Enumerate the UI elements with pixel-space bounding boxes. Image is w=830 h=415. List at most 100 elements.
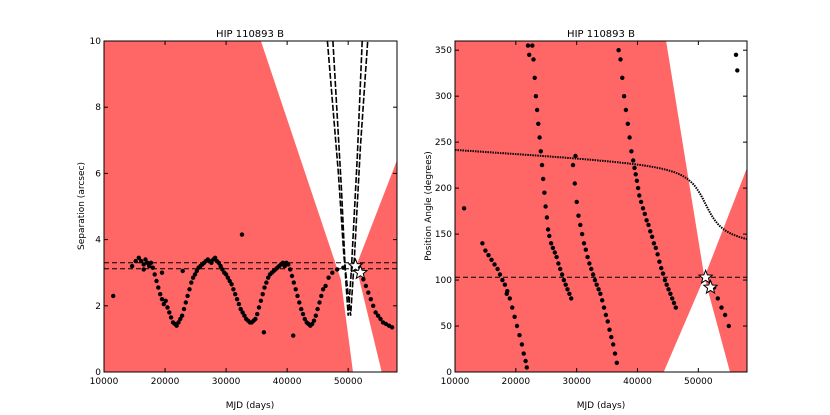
separation-data-point xyxy=(311,318,317,323)
separation-data-point xyxy=(313,313,318,318)
separation-data-point xyxy=(212,255,218,260)
position-angle-data-point xyxy=(573,153,578,159)
separation-data-point xyxy=(315,306,320,312)
separation-data-point xyxy=(143,257,148,262)
position-angle-data-point xyxy=(569,296,574,301)
separation-y-tick-label: 6 xyxy=(95,169,101,179)
separation-data-point xyxy=(253,316,258,322)
separation-data-point xyxy=(297,300,302,305)
position-angle-data-point xyxy=(596,287,601,292)
position-angle-data-point xyxy=(500,277,505,283)
position-angle-data-point xyxy=(510,305,515,310)
position-angle-data-point xyxy=(653,245,658,251)
separation-y-axis-label: Separation (arcsec) xyxy=(77,162,87,250)
position-angle-data-point xyxy=(616,48,621,53)
separation-data-point xyxy=(180,268,185,274)
position-angle-data-point xyxy=(556,261,561,266)
separation-data-point xyxy=(187,287,192,292)
separation-data-point xyxy=(141,262,146,267)
separation-data-point xyxy=(190,275,196,280)
separation-data-point xyxy=(216,260,221,265)
position-angle-data-point xyxy=(618,57,623,62)
separation-data-point xyxy=(323,283,328,289)
position-angle-data-point xyxy=(733,52,739,57)
separation-data-point xyxy=(378,316,383,322)
separation-x-tick-label: 40000 xyxy=(273,377,302,387)
separation-shade-right-wedge xyxy=(356,160,397,372)
position-angle-epoch-star-1 xyxy=(702,279,719,295)
position-angle-data-point xyxy=(572,181,577,186)
separation-data-point xyxy=(231,287,236,292)
position-angle-x-axis-label: MJD (days) xyxy=(577,401,625,411)
separation-data-point xyxy=(218,263,223,269)
separation-data-point xyxy=(225,275,231,280)
separation-data-point xyxy=(147,263,152,269)
position-angle-plot-area xyxy=(455,41,747,372)
separation-data-point xyxy=(133,258,138,264)
separation-data-point xyxy=(181,306,187,312)
separation-data-point xyxy=(220,267,225,272)
separation-data-point xyxy=(183,300,188,305)
separation-x-tick-label: 50000 xyxy=(334,377,363,387)
separation-data-point xyxy=(240,310,245,315)
position-angle-data-point xyxy=(537,135,542,140)
position-angle-data-point xyxy=(638,199,644,205)
position-angle-data-point xyxy=(664,282,669,287)
separation-data-point xyxy=(234,297,240,302)
position-angle-data-point xyxy=(607,327,612,332)
separation-data-point xyxy=(326,275,331,280)
separation-x-axis-label: MJD (days) xyxy=(226,401,274,411)
separation-data-point xyxy=(174,323,179,328)
separation-data-point xyxy=(266,275,271,280)
position-angle-y-tick-label: 300 xyxy=(435,92,452,102)
position-angle-data-point xyxy=(637,193,642,198)
position-angle-data-point xyxy=(601,305,607,310)
separation-data-point xyxy=(295,293,300,299)
separation-data-point xyxy=(319,293,324,299)
separation-data-point xyxy=(163,298,168,303)
position-angle-data-point xyxy=(633,172,638,177)
separation-data-point xyxy=(238,306,243,312)
separation-data-point xyxy=(136,255,141,260)
position-angle-data-point xyxy=(649,234,655,239)
position-angle-data-point xyxy=(495,266,500,272)
separation-data-point xyxy=(111,293,116,299)
position-angle-y-tick-label: 350 xyxy=(435,46,452,56)
position-angle-data-point xyxy=(534,107,540,113)
separation-data-point xyxy=(300,311,306,317)
separation-data-point xyxy=(299,306,304,312)
position-angle-data-point xyxy=(523,358,528,364)
position-angle-data-point xyxy=(646,222,651,228)
separation-data-point xyxy=(161,301,166,307)
separation-y-tick-label: 8 xyxy=(95,103,101,113)
position-angle-data-point xyxy=(545,227,551,232)
separation-data-point xyxy=(291,333,296,338)
position-angle-data-point xyxy=(574,199,579,205)
position-angle-data-point xyxy=(565,287,570,292)
separation-data-point xyxy=(280,260,286,265)
separation-data-point xyxy=(261,330,267,335)
position-angle-data-point xyxy=(558,266,563,272)
position-angle-data-point xyxy=(581,241,587,246)
position-angle-data-point xyxy=(662,277,668,283)
separation-data-point xyxy=(289,273,295,279)
separation-data-point xyxy=(145,260,150,265)
position-angle-data-point xyxy=(497,272,503,277)
separation-data-point xyxy=(158,292,163,297)
position-angle-data-point xyxy=(612,351,618,356)
position-angle-panel: HIP 110893 B MJD (days) Position Angle (… xyxy=(424,29,748,411)
separation-model-track-0 xyxy=(332,41,363,316)
separation-chart-title: HIP 110893 B xyxy=(216,29,284,40)
position-angle-data-point xyxy=(504,291,509,296)
position-angle-data-point xyxy=(486,253,491,258)
separation-panel: HIP 110893 B MJD (days) Separation (arcs… xyxy=(77,29,398,411)
position-angle-data-point xyxy=(527,52,532,57)
position-angle-data-point xyxy=(621,94,627,99)
position-angle-data-point xyxy=(559,272,565,277)
separation-data-point xyxy=(223,272,229,277)
position-angle-data-point xyxy=(525,43,531,48)
position-angle-data-point xyxy=(603,312,609,318)
position-angle-data-point xyxy=(611,342,616,347)
position-angle-data-point xyxy=(648,229,653,234)
position-angle-data-point xyxy=(542,190,547,195)
